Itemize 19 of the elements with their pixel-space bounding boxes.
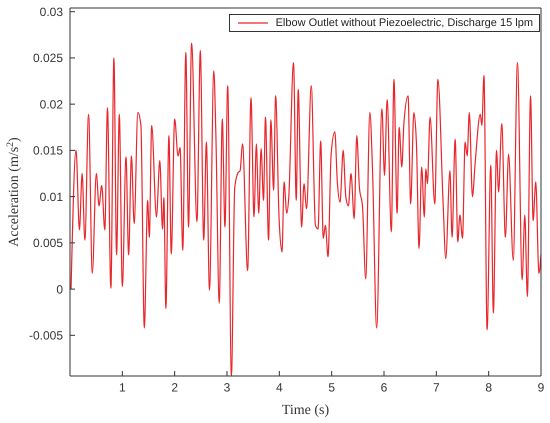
- x-tick-label: 9: [538, 380, 545, 395]
- y-tick-label: -0.005: [28, 328, 64, 343]
- y-tick-label: 0.005: [32, 236, 64, 250]
- y-tick-label: 0: [56, 282, 64, 296]
- legend-label: Elbow Outlet without Piezoelectric, Discharge 15 lpm: [276, 17, 533, 29]
- y-tick-label: 0.03: [40, 4, 64, 19]
- x-tick-label: 5: [328, 380, 336, 395]
- y-tick-label: 0.02: [40, 97, 64, 112]
- x-tick-label: 2: [171, 380, 178, 395]
- x-tick-label: 7: [432, 380, 440, 395]
- x-tick-label: 4: [276, 380, 283, 395]
- x-tick-label: 6: [380, 380, 388, 395]
- x-tick-label: 1: [118, 380, 126, 395]
- x-axis-title: Time (s): [282, 403, 330, 418]
- x-tick-label: 8: [485, 380, 492, 395]
- y-tick-label: 0.025: [32, 51, 64, 66]
- y-tick-label: 0.01: [40, 190, 64, 204]
- x-tick-label: 3: [224, 380, 231, 395]
- y-tick-label: 0.015: [32, 144, 64, 158]
